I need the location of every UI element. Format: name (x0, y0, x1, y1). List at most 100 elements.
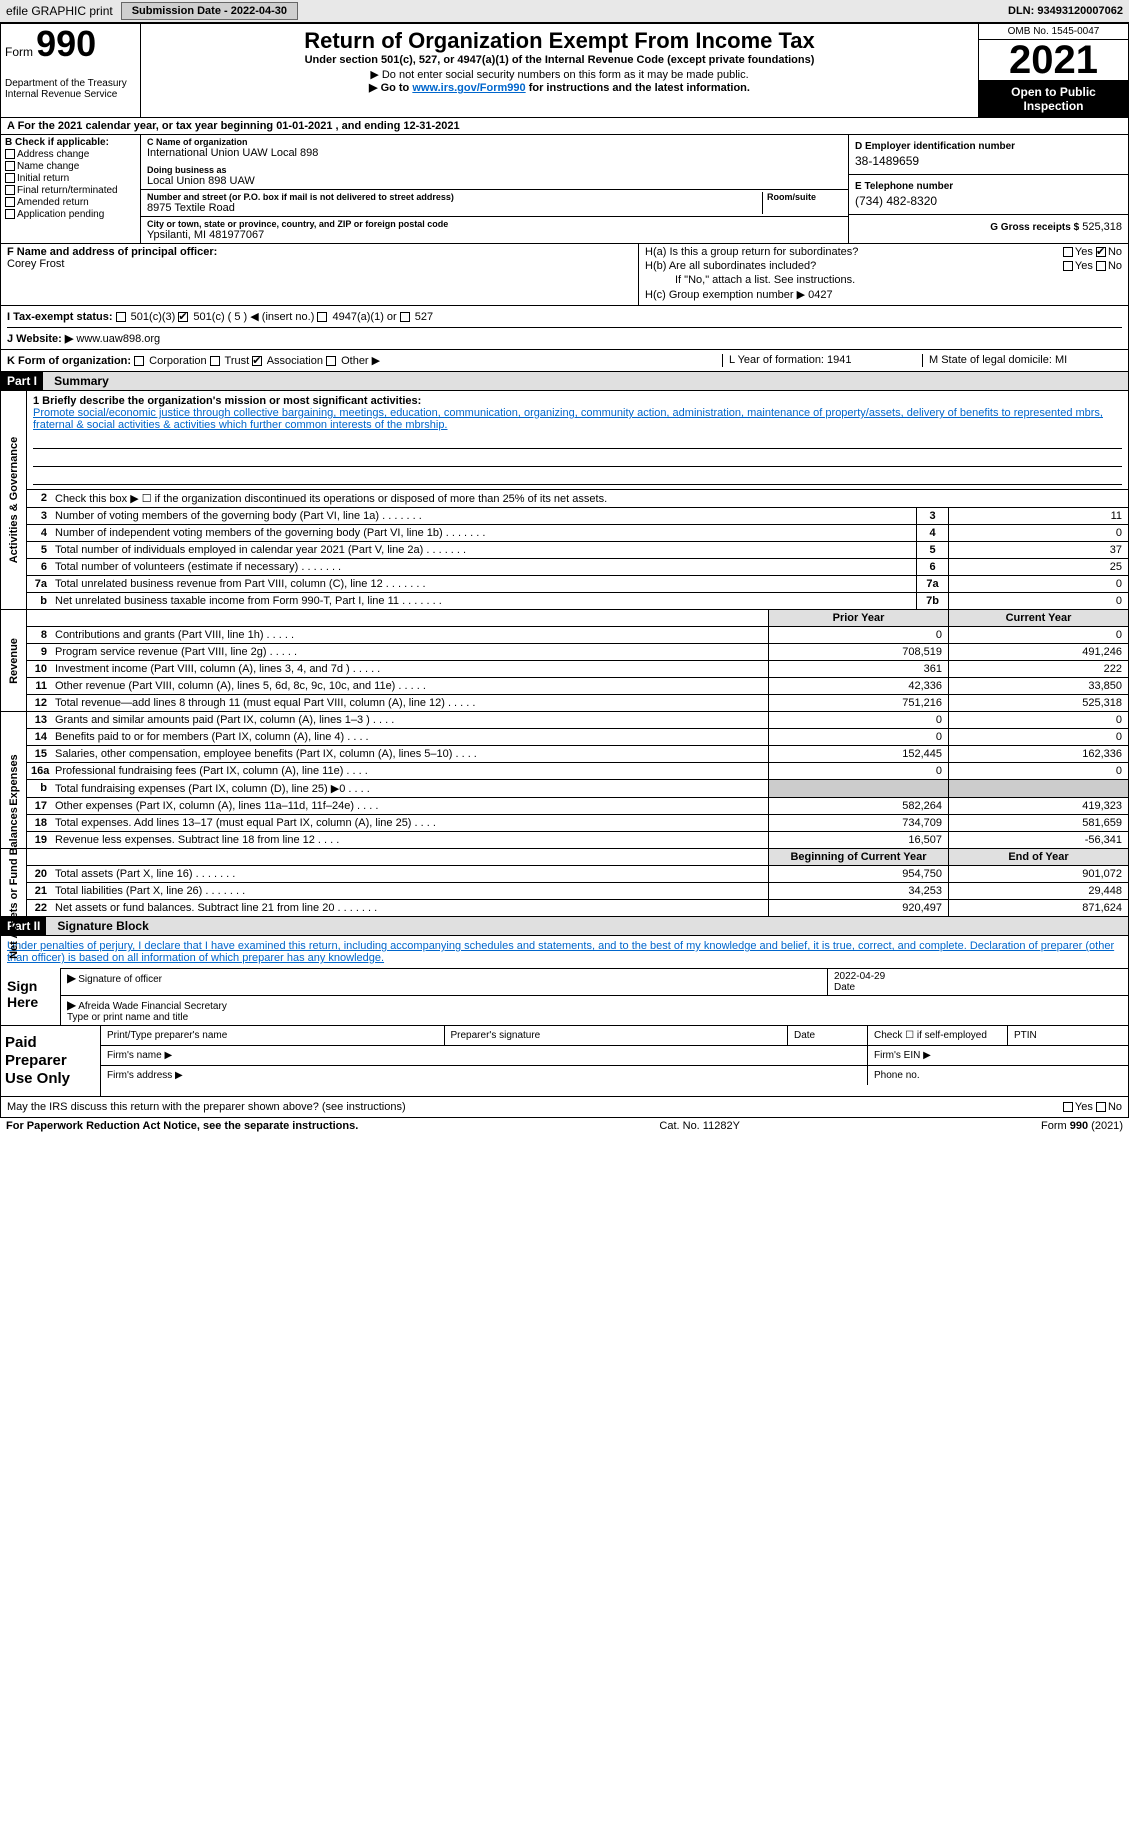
beg-year-hdr: Beginning of Current Year (768, 849, 948, 865)
preparer-name-label: Print/Type preparer's name (101, 1026, 445, 1045)
org-name-label: C Name of organization (147, 137, 842, 147)
klm-row: K Form of organization: Corporation Trus… (0, 350, 1129, 372)
part1-title: Summary (54, 374, 109, 388)
ein-value: 38-1489659 (855, 154, 1122, 168)
status-website-row: I Tax-exempt status: 501(c)(3) 501(c) ( … (0, 306, 1129, 350)
box-k: K Form of organization: Corporation Trus… (7, 354, 722, 367)
box-c: C Name of organization International Uni… (141, 135, 848, 243)
part1-label: Part I (1, 372, 43, 390)
room-label: Room/suite (767, 192, 842, 202)
paid-preparer-block: Paid Preparer Use Only Print/Type prepar… (0, 1026, 1129, 1097)
irs-link[interactable]: www.irs.gov/Form990 (412, 82, 525, 94)
part1-header: Part I Summary (0, 372, 1129, 391)
box-b: B Check if applicable: Address change Na… (1, 135, 141, 243)
revenue-section: Revenue Prior YearCurrent Year 8Contribu… (0, 610, 1129, 712)
form-subtitle: Under section 501(c), 527, or 4947(a)(1)… (149, 54, 970, 66)
top-bar: efile GRAPHIC print Submission Date - 20… (0, 0, 1129, 23)
ein-label: D Employer identification number (855, 141, 1122, 152)
form-number: 990 (36, 23, 96, 64)
efile-label: efile GRAPHIC print (0, 2, 119, 20)
box-m: M State of legal domicile: MI (922, 354, 1122, 367)
officer-name: Corey Frost (7, 258, 632, 270)
pra-notice: For Paperwork Reduction Act Notice, see … (6, 1120, 358, 1132)
check-pending: Application pending (5, 209, 136, 220)
tax-exempt-line: I Tax-exempt status: 501(c)(3) 501(c) ( … (7, 310, 1122, 323)
hc-label: H(c) Group exemption number ▶ 0427 (645, 288, 1122, 301)
check-final: Final return/terminated (5, 185, 136, 196)
dba-label: Doing business as (147, 165, 842, 175)
firm-addr-label: Firm's address ▶ (101, 1066, 868, 1085)
gross-value: 525,318 (1082, 221, 1122, 233)
irs-discuss-line: May the IRS discuss this return with the… (0, 1097, 1129, 1118)
gross-label: G Gross receipts $ (990, 222, 1079, 233)
officer-row: F Name and address of principal officer:… (0, 244, 1129, 306)
page-footer: For Paperwork Reduction Act Notice, see … (0, 1118, 1129, 1134)
check-name: Name change (5, 161, 136, 172)
officer-label: F Name and address of principal officer: (7, 246, 632, 258)
addr-value: 8975 Textile Road (147, 202, 762, 214)
check-address: Address change (5, 149, 136, 160)
vtab-expenses: Expenses (8, 754, 20, 805)
preparer-sig-label: Preparer's signature (445, 1026, 789, 1045)
open-inspection: Open to Public Inspection (979, 81, 1128, 117)
form-title: Return of Organization Exempt From Incom… (149, 28, 970, 54)
right-boxes: D Employer identification number 38-1489… (848, 135, 1128, 243)
ptin-label: PTIN (1008, 1026, 1128, 1045)
entity-block: B Check if applicable: Address change Na… (0, 135, 1129, 244)
paid-label: Paid Preparer Use Only (1, 1026, 101, 1096)
box-l: L Year of formation: 1941 (722, 354, 922, 367)
prior-year-hdr: Prior Year (768, 610, 948, 626)
firm-name-label: Firm's name ▶ (101, 1046, 868, 1065)
ha-label: H(a) Is this a group return for subordin… (645, 246, 858, 258)
sign-here-label: Sign Here (1, 968, 61, 1025)
line2-text: Check this box ▶ ☐ if the organization d… (51, 490, 1128, 507)
dept-label: Department of the Treasury Internal Reve… (5, 78, 136, 100)
sig-officer-label: Signature of officer (78, 974, 162, 985)
governance-section: Activities & Governance 1 Briefly descri… (0, 391, 1129, 610)
city-label: City or town, state or province, country… (147, 219, 842, 229)
box-h: H(a) Is this a group return for subordin… (638, 244, 1128, 305)
website-line: J Website: ▶ www.uaw898.org (7, 327, 1122, 345)
check-initial: Initial return (5, 173, 136, 184)
box-b-header: B Check if applicable: (5, 137, 136, 148)
firm-ein-label: Firm's EIN ▶ (868, 1046, 1128, 1065)
vtab-revenue: Revenue (8, 638, 20, 684)
vtab-netassets: Net Assets or Fund Balances (8, 807, 20, 959)
go-to-line: ▶ Go to www.irs.gov/Form990 for instruct… (149, 81, 970, 94)
sig-name-label: Type or print name and title (67, 1012, 188, 1023)
phone-value: (734) 482-8320 (855, 194, 1122, 208)
hb-note: If "No," attach a list. See instructions… (645, 274, 1122, 286)
sig-declaration: Under penalties of perjury, I declare th… (1, 936, 1128, 968)
sig-date-label: Date (834, 982, 1122, 993)
ssn-notice: ▶ Do not enter social security numbers o… (149, 68, 970, 81)
tax-period: A For the 2021 calendar year, or tax yea… (0, 118, 1129, 135)
expenses-section: Expenses 13Grants and similar amounts pa… (0, 712, 1129, 849)
dln-label: DLN: 93493120007062 (1002, 3, 1129, 19)
mission-label: 1 Briefly describe the organization's mi… (33, 395, 1122, 407)
form-header: Form 990 Department of the Treasury Inte… (0, 23, 1129, 118)
dba-value: Local Union 898 UAW (147, 175, 842, 187)
form-label: Form (5, 45, 33, 59)
addr-label: Number and street (or P.O. box if mail i… (147, 192, 762, 202)
city-value: Ypsilanti, MI 481977067 (147, 229, 842, 241)
org-name: International Union UAW Local 898 (147, 147, 842, 159)
cat-number: Cat. No. 11282Y (659, 1120, 740, 1132)
sig-name: Afreida Wade Financial Secretary (78, 1001, 227, 1012)
mission-text[interactable]: Promote social/economic justice through … (33, 407, 1122, 431)
phone-label: E Telephone number (855, 181, 1122, 192)
netassets-section: Net Assets or Fund Balances Beginning of… (0, 849, 1129, 917)
preparer-date-label: Date (788, 1026, 868, 1045)
end-year-hdr: End of Year (948, 849, 1128, 865)
check-amended: Amended return (5, 197, 136, 208)
current-year-hdr: Current Year (948, 610, 1128, 626)
sig-date-val: 2022-04-29 (834, 971, 1122, 982)
firm-phone-label: Phone no. (868, 1066, 1128, 1085)
submission-date-button[interactable]: Submission Date - 2022-04-30 (121, 2, 298, 20)
form-footer: Form 990 (2021) (1041, 1120, 1123, 1132)
preparer-check-label: Check ☐ if self-employed (868, 1026, 1008, 1045)
hb-label: H(b) Are all subordinates included? (645, 260, 816, 272)
part2-title: Signature Block (57, 919, 148, 933)
tax-year: 2021 (979, 40, 1128, 81)
signature-block: Under penalties of perjury, I declare th… (0, 936, 1129, 1026)
part2-header: Part II Signature Block (0, 917, 1129, 936)
